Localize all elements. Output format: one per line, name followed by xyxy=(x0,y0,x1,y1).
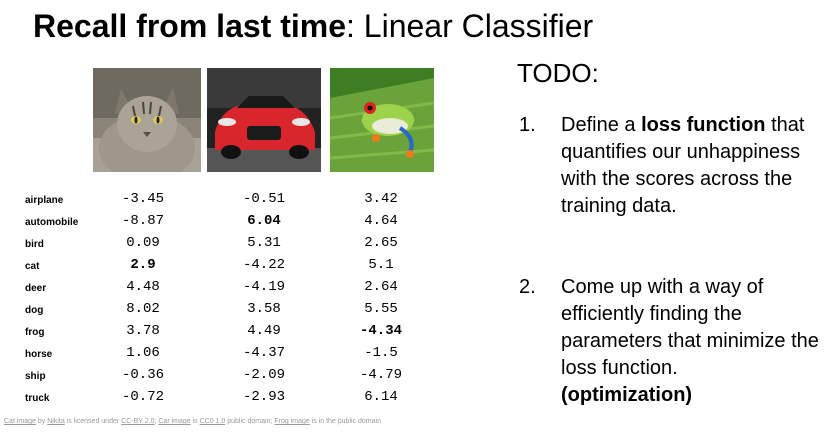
class-label: bird xyxy=(25,239,44,250)
optimization-term: (optimization) xyxy=(561,384,693,406)
item-text: Come up with a way of efficiently findin… xyxy=(561,274,829,409)
cc0-link[interactable]: CC0 1.0 xyxy=(199,418,226,425)
class-label: dog xyxy=(25,305,44,316)
score-value: 2.65 xyxy=(364,235,398,251)
car-scores-column: -0.51 6.04 5.31 -4.22 -4.19 3.58 4.49 -4.37 -2.0… xyxy=(229,188,299,408)
class-label: automobile xyxy=(25,217,79,228)
cat-image-link[interactable]: Cat image xyxy=(4,418,36,425)
score-value: -0.36 xyxy=(121,367,164,383)
frog-image xyxy=(330,68,434,172)
score-value: -8.87 xyxy=(121,213,164,229)
score-value: -2.09 xyxy=(242,367,285,383)
item-text-part: that quantifies our unhappiness with the… xyxy=(561,114,805,217)
image-credits: Cat image by Nikita is licensed under CC… xyxy=(4,418,381,425)
credit-text: by xyxy=(35,418,48,425)
score-value: 3.42 xyxy=(364,191,398,207)
class-label: frog xyxy=(25,327,45,338)
score-value: -4.79 xyxy=(359,367,402,383)
car-image-link[interactable]: Car image xyxy=(158,418,191,425)
title-rest: : Linear Classifier xyxy=(346,8,594,44)
score-value: 3.58 xyxy=(247,301,281,317)
score-value: 5.31 xyxy=(247,235,281,251)
license-link[interactable]: CC-BY 2.0 xyxy=(121,418,155,425)
score-value: -1.5 xyxy=(364,345,398,361)
score-value: -0.72 xyxy=(121,389,164,405)
score-value: 2.64 xyxy=(364,279,398,295)
score-value: 6.14 xyxy=(364,389,398,405)
score-value: -4.19 xyxy=(242,279,285,295)
item-text-part: Come up with a way of efficiently findin… xyxy=(561,276,819,379)
class-label: horse xyxy=(25,349,53,360)
cat-scores-column: -3.45 -8.87 0.09 2.9 4.48 8.02 3.78 1.06 -0.36 -0… xyxy=(108,188,178,408)
score-value: -3.45 xyxy=(121,191,164,207)
class-label: truck xyxy=(25,393,50,404)
score-value: -2.93 xyxy=(242,389,285,405)
author-link[interactable]: Nikita xyxy=(47,418,65,425)
score-value: 8.02 xyxy=(126,301,160,317)
todo-item-1: 1. Define a loss function that quantifie… xyxy=(519,112,829,220)
todo-item-2: 2. Come up with a way of efficiently fin… xyxy=(519,274,829,409)
score-value: 2.9 xyxy=(130,257,156,273)
credit-text: public domain; xyxy=(225,418,275,425)
todo-heading: TODO: xyxy=(517,58,599,88)
class-label: ship xyxy=(25,371,46,382)
slide-title: Recall from last time: Linear Classifier xyxy=(33,8,593,45)
score-value: 6.04 xyxy=(247,213,281,229)
frog-scores-column: 3.42 4.64 2.65 5.1 2.64 5.55 -4.34 -1.5 -4.79 6.1… xyxy=(346,188,416,408)
credit-text: is in the public domain xyxy=(309,418,381,425)
item-number: 1. xyxy=(519,114,536,136)
score-value: 5.55 xyxy=(364,301,398,317)
cat-image xyxy=(93,68,201,172)
score-value: 4.49 xyxy=(247,323,281,339)
item-text: Define a loss function that quantifies o… xyxy=(561,112,829,220)
class-label: deer xyxy=(25,283,47,294)
score-value: 4.48 xyxy=(126,279,160,295)
credit-text: ; xyxy=(154,418,159,425)
class-label: cat xyxy=(25,261,40,272)
score-value: -0.51 xyxy=(242,191,285,207)
title-bold: Recall from last time xyxy=(33,8,346,44)
score-value: 5.1 xyxy=(368,257,394,273)
score-value: 1.06 xyxy=(126,345,160,361)
score-value: 0.09 xyxy=(126,235,160,251)
score-value: 4.64 xyxy=(364,213,398,229)
score-value: 3.78 xyxy=(126,323,160,339)
item-number: 2. xyxy=(519,276,536,298)
frog-image-link[interactable]: Frog image xyxy=(274,418,310,425)
credit-text: is xyxy=(190,418,200,425)
class-label: airplane xyxy=(25,195,64,206)
score-value: -4.22 xyxy=(242,257,285,273)
score-value: -4.37 xyxy=(242,345,285,361)
class-labels: airplane automobile bird cat deer dog frog hors… xyxy=(25,190,78,410)
car-image xyxy=(207,68,321,172)
score-value: -4.34 xyxy=(359,323,402,339)
loss-function-term: loss function xyxy=(641,114,766,136)
item-text-part: Define a xyxy=(561,114,642,136)
credit-text: is licensed under xyxy=(64,418,122,425)
